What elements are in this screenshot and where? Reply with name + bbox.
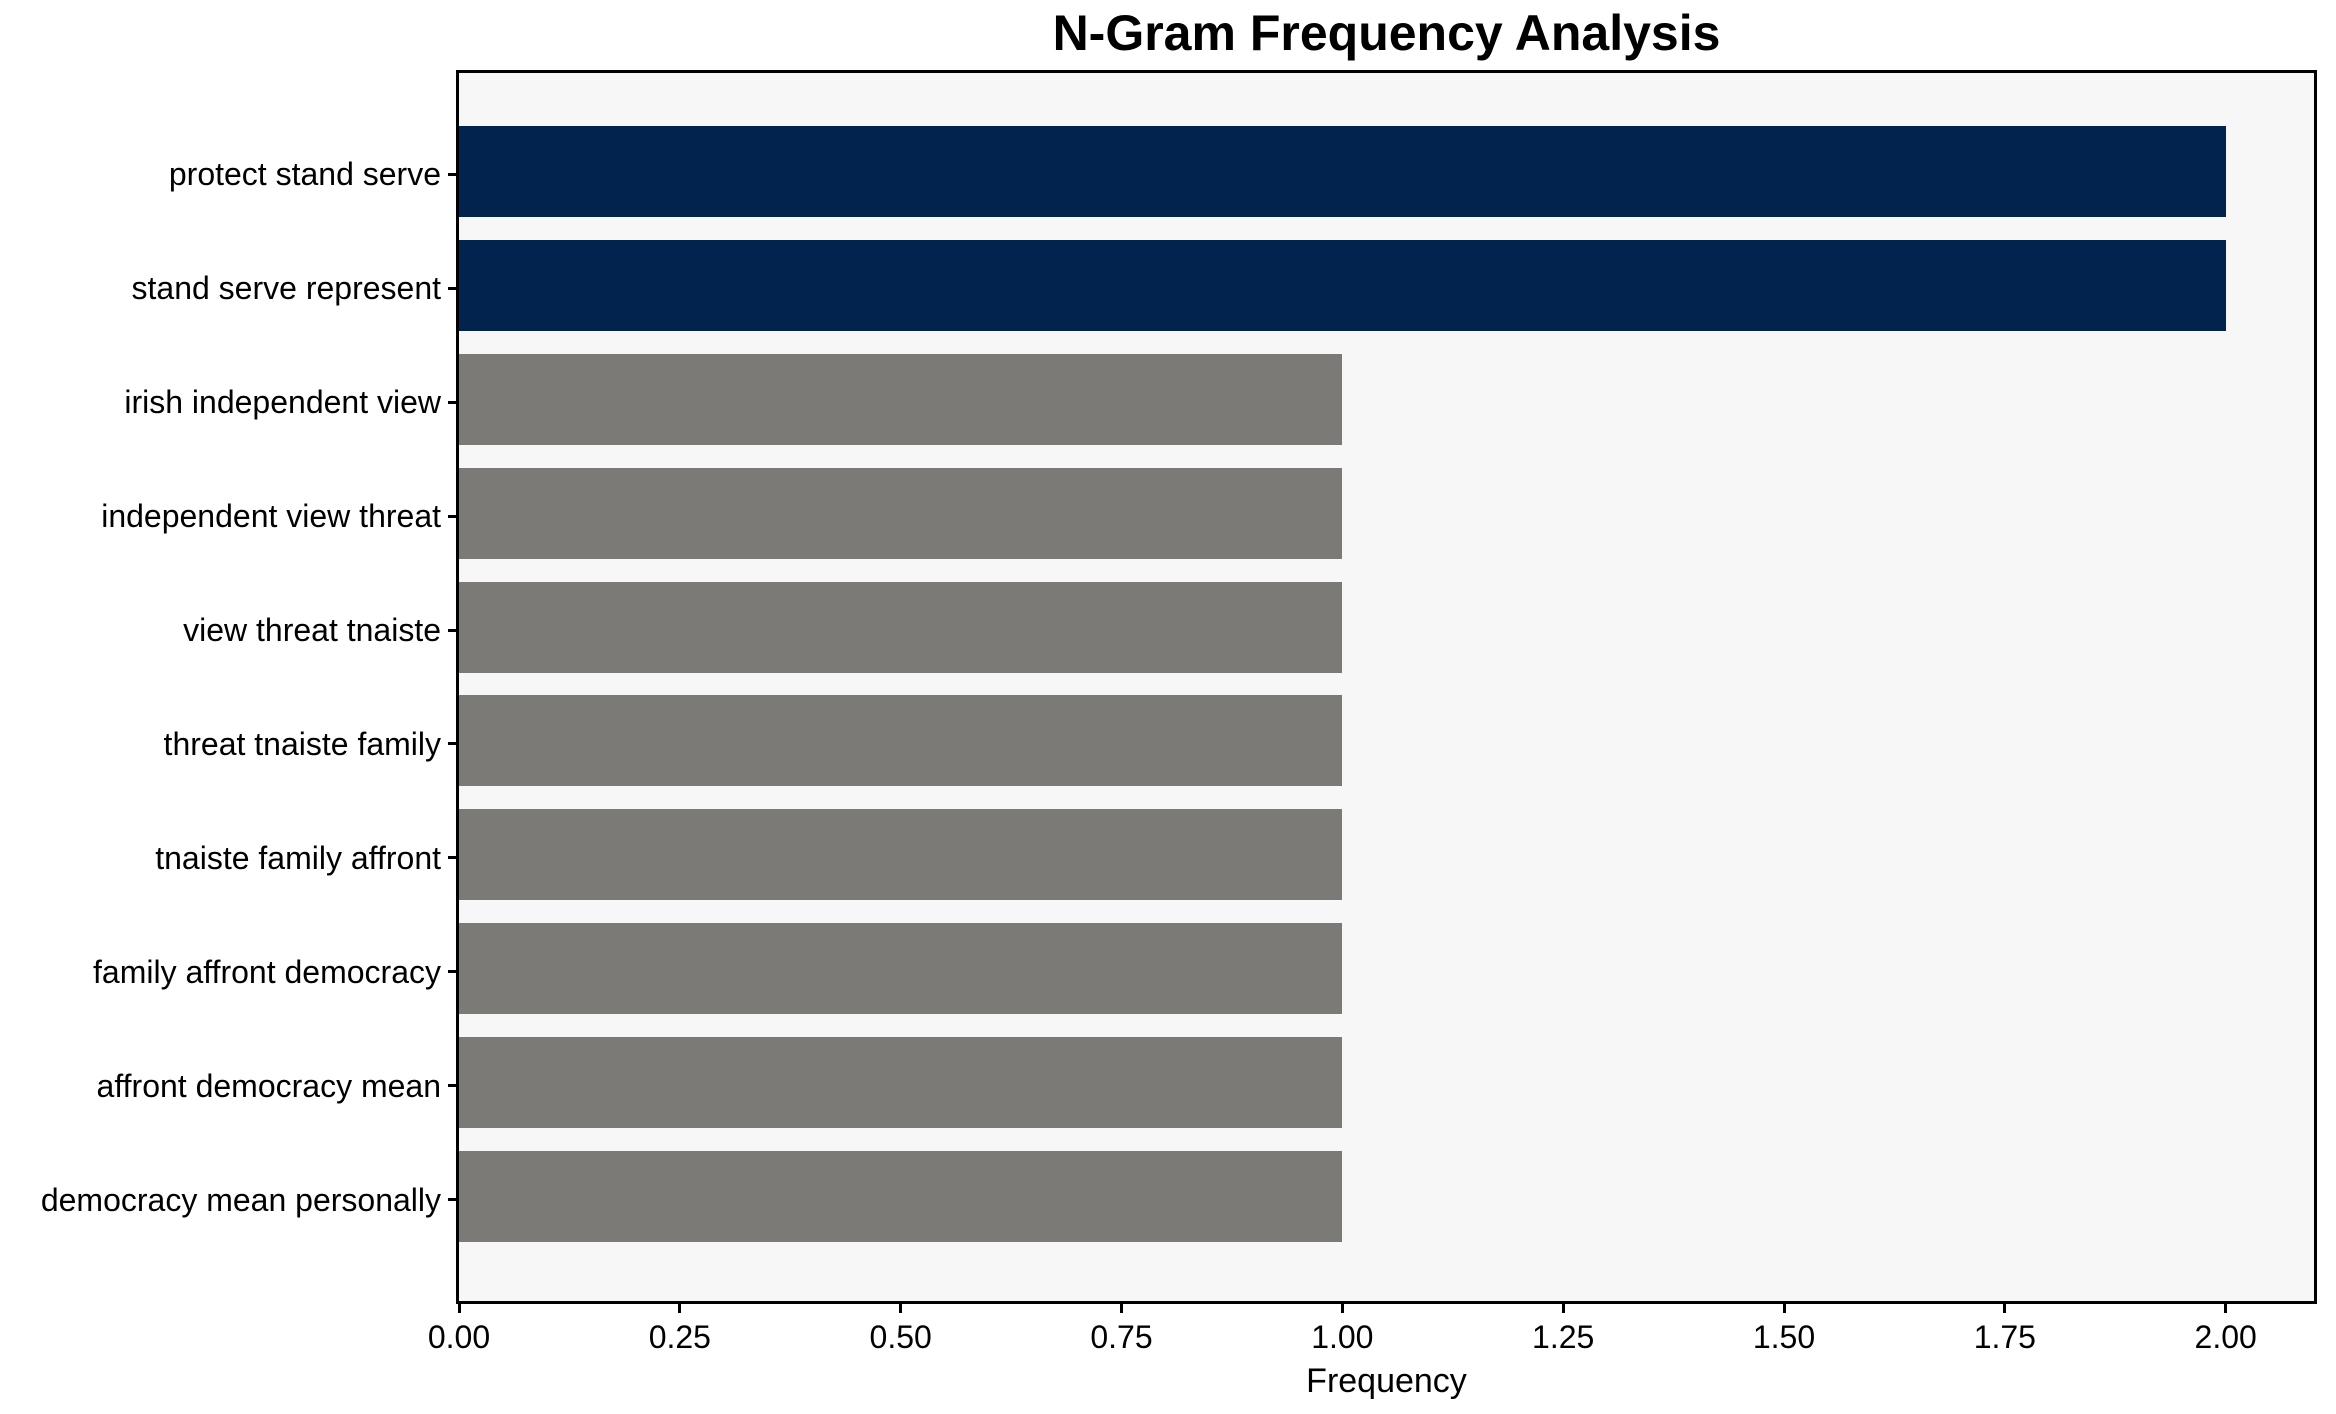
bar-view-threat-tnaiste [459, 581, 1343, 673]
y-axis-labels: protect stand serve stand serve represent… [0, 73, 441, 1301]
y-tick-label-threat-tnaiste-family: threat tnaiste family [163, 725, 441, 762]
y-tick-mark [448, 1198, 457, 1202]
bar-tnaiste-family-affront [459, 809, 1343, 901]
bar-family-affront-democracy [459, 923, 1343, 1015]
bar-protect-stand-serve [459, 125, 2226, 217]
y-tick-label-tnaiste-family-affront: tnaiste family affront [155, 839, 441, 876]
x-tick-label-1.25: 1.25 [1532, 1319, 1595, 1355]
x-tick-label-1.75: 1.75 [1973, 1319, 2036, 1355]
y-tick-mark [448, 970, 457, 974]
x-tick-label-0.50: 0.50 [869, 1319, 932, 1355]
y-tick-label-affront-democracy-mean: affront democracy mean [96, 1067, 441, 1104]
y-tick-mark [448, 856, 457, 860]
plot-area [456, 70, 2317, 1304]
x-tick-label-1.00: 1.00 [1311, 1319, 1374, 1355]
chart-title: N-Gram Frequency Analysis [1052, 5, 1721, 61]
x-tick-label-0.00: 0.00 [427, 1319, 491, 1355]
bar-irish-independent-view [459, 353, 1343, 445]
x-tick-mark [2224, 1304, 2228, 1313]
x-tick-mark [1561, 1304, 1565, 1313]
y-tick-label-democracy-mean-personally: democracy mean personally [40, 1181, 441, 1218]
y-tick-mark [448, 400, 457, 404]
bar-affront-democracy-mean [459, 1037, 1343, 1129]
x-tick-label-0.75: 0.75 [1090, 1319, 1153, 1355]
y-tick-mark [448, 628, 457, 632]
x-tick-mark [678, 1304, 682, 1313]
bar-threat-tnaiste-family [459, 695, 1343, 787]
y-tick-label-irish-independent-view: irish independent view [124, 384, 441, 421]
y-tick-label-stand-serve-represent: stand serve represent [131, 270, 442, 307]
x-axis-label: Frequency [1306, 1362, 1467, 1400]
y-tick-label-independent-view-threat: independent view threat [101, 498, 441, 535]
x-tick-mark [899, 1304, 903, 1313]
x-tick-label-0.25: 0.25 [648, 1319, 711, 1355]
x-tick-mark [1340, 1304, 1344, 1313]
y-tick-mark [448, 172, 457, 176]
x-tick-mark [2003, 1304, 2007, 1313]
bar-democracy-mean-personally [459, 1151, 1343, 1243]
y-tick-mark [448, 1084, 457, 1088]
x-tick-label-1.50: 1.50 [1752, 1319, 1816, 1355]
x-tick-label-2.00: 2.00 [2194, 1319, 2257, 1355]
y-tick-label-family-affront-democracy: family affront democracy [93, 953, 441, 990]
bar-stand-serve-represent [459, 239, 2226, 331]
x-tick-mark [457, 1304, 461, 1313]
y-tick-mark [448, 286, 457, 290]
bar-independent-view-threat [459, 467, 1343, 559]
x-tick-mark [1120, 1304, 1123, 1313]
y-tick-mark [448, 514, 457, 518]
y-tick-label-protect-stand-serve: protect stand serve [168, 156, 441, 193]
x-tick-mark [1782, 1304, 1786, 1313]
y-tick-mark [448, 742, 457, 746]
y-tick-label-view-threat-tnaiste: view threat tnaiste [183, 612, 441, 649]
